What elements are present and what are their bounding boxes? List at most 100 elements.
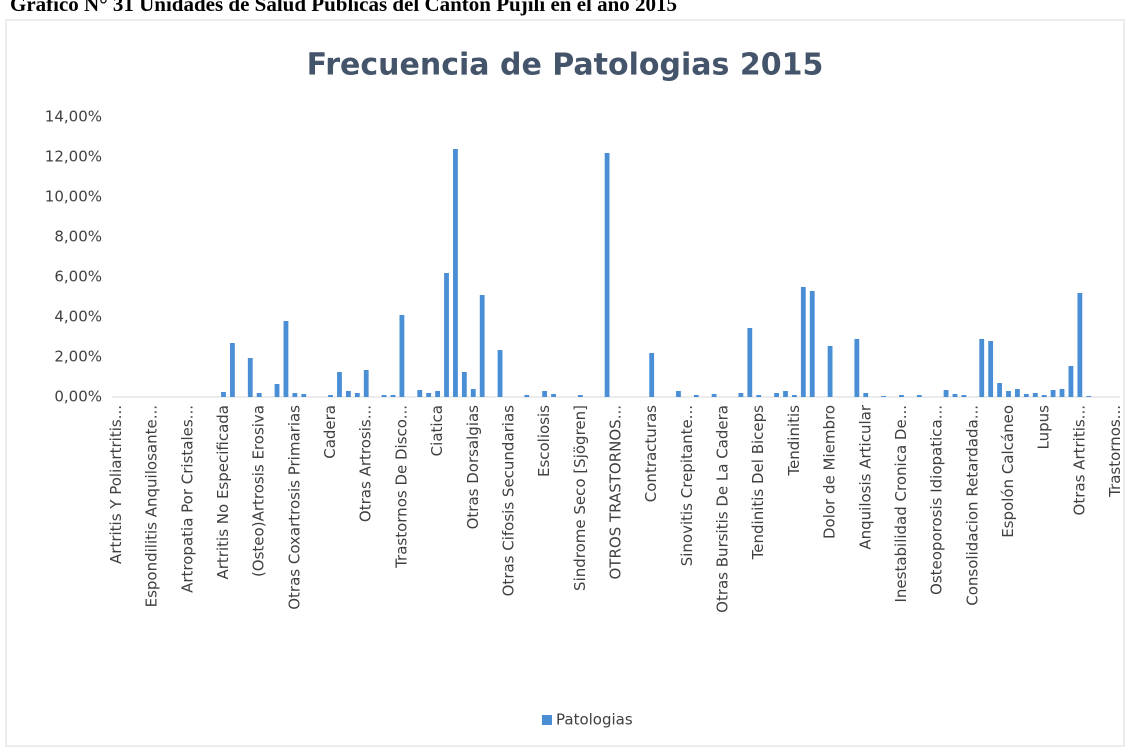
legend-swatch xyxy=(542,715,552,725)
bar xyxy=(1086,396,1092,397)
bar xyxy=(337,372,342,397)
bar xyxy=(221,392,226,397)
bar xyxy=(444,273,449,397)
x-tick-label: Trastornos De Disco... xyxy=(392,405,410,569)
bar xyxy=(479,295,485,397)
x-tick-label: Artropatia Por Cristales... xyxy=(178,405,196,593)
x-tick-label: Otras Bursitis De La Cadera xyxy=(714,405,732,613)
x-tick-label: Consolidacion Retardada... xyxy=(963,405,981,606)
y-tick-label: 10,00% xyxy=(45,188,102,206)
x-tick-label: Tendinitis Del Biceps xyxy=(749,405,767,561)
x-tick-label: Sinovitis Crepitante... xyxy=(678,405,696,566)
bar xyxy=(1032,393,1038,397)
x-tick-label: Otras Dorsalgias xyxy=(464,405,482,530)
bar xyxy=(774,393,779,397)
bar xyxy=(800,287,806,397)
bar xyxy=(426,393,432,397)
bar xyxy=(542,391,548,397)
bar xyxy=(676,391,681,397)
x-tick-label: Inestabilidad Cronica De... xyxy=(892,405,910,603)
bar xyxy=(863,393,869,397)
y-tick-label: 2,00% xyxy=(54,348,102,366)
bar xyxy=(943,390,949,397)
bar xyxy=(693,395,699,397)
x-tick-label: Trastornos... xyxy=(1106,405,1124,498)
bar xyxy=(1059,389,1065,397)
bar xyxy=(399,315,405,397)
bar xyxy=(274,384,280,397)
bar xyxy=(952,394,958,397)
bar xyxy=(649,353,655,397)
bar xyxy=(1023,394,1029,397)
x-tick-label: Otras Artrosis... xyxy=(357,405,375,522)
bar xyxy=(497,350,503,397)
x-tick-label: Otras Artritis... xyxy=(1070,405,1088,515)
y-tick-label: 6,00% xyxy=(54,268,102,286)
bar xyxy=(577,395,583,397)
bar xyxy=(328,395,333,397)
bar xyxy=(827,346,833,397)
bar xyxy=(417,390,423,397)
bar xyxy=(381,395,387,397)
bar xyxy=(292,393,298,397)
bar xyxy=(854,339,860,397)
x-tick-label: Sindrome Seco [Sjögren] xyxy=(571,405,589,591)
x-tick-label: Artritis Y Poliartritis... xyxy=(107,405,125,564)
x-tick-label: Tendinitis xyxy=(785,405,803,477)
bar xyxy=(461,372,467,397)
bar xyxy=(711,394,717,397)
bar xyxy=(1077,293,1083,397)
bar xyxy=(435,391,441,397)
x-tick-label: Dolor de Miembro xyxy=(821,405,839,539)
y-tick-label: 0,00% xyxy=(54,388,102,406)
x-tick-label: (Osteo)Artrosis Erosiva xyxy=(250,405,268,577)
bar xyxy=(1050,390,1056,397)
x-tick-label: Artritis No Especificada xyxy=(214,405,232,580)
bar xyxy=(283,321,289,397)
bar xyxy=(899,395,904,397)
bar xyxy=(247,358,253,397)
bar xyxy=(747,328,753,397)
x-tick-label: OTROS TRASTORNOS... xyxy=(607,405,625,580)
x-tick-label: Cadera xyxy=(321,405,339,459)
bar xyxy=(809,291,815,397)
x-tick-label: Anquilosis Articular xyxy=(856,404,874,549)
chart-title: Frecuencia de Patologias 2015 xyxy=(307,48,824,83)
y-tick-label: 12,00% xyxy=(45,148,102,166)
x-tick-label: Espondilitis Anquilosante... xyxy=(143,405,161,607)
bar xyxy=(1006,391,1011,397)
x-tick-label: Contracturas xyxy=(642,405,660,502)
y-tick-label: 14,00% xyxy=(45,108,102,126)
bar xyxy=(524,395,530,397)
y-tick-label: 4,00% xyxy=(54,308,102,326)
bar xyxy=(363,370,369,397)
bar xyxy=(961,395,967,397)
bar xyxy=(783,391,788,397)
x-tick-label: Otras Cifosis Secundarias xyxy=(499,405,517,597)
x-tick-label: Otras Coxartrosis Primarias xyxy=(285,405,303,610)
bar xyxy=(453,149,458,397)
bar xyxy=(1068,366,1074,397)
x-tick-label: Espolón Calcáneo xyxy=(999,405,1017,538)
bar xyxy=(881,396,887,397)
bar xyxy=(604,153,610,397)
bar xyxy=(256,393,262,397)
bar xyxy=(979,339,985,397)
bar xyxy=(1041,395,1047,397)
bar xyxy=(916,395,922,397)
bar xyxy=(756,395,762,397)
caption: Gráfico N° 31 Unidades de Salud Públicas… xyxy=(10,0,677,16)
bar xyxy=(988,341,994,397)
bar xyxy=(354,393,360,397)
bar xyxy=(1015,389,1020,397)
bar xyxy=(551,394,556,397)
bar xyxy=(470,389,476,397)
x-tick-label: Lupus xyxy=(1035,405,1053,450)
legend-label: Patologias xyxy=(556,711,633,729)
x-tick-label: Ciatica xyxy=(428,405,446,456)
bar xyxy=(301,394,307,397)
bar xyxy=(997,383,1002,397)
bar xyxy=(345,391,351,397)
x-tick-label: Escoliosis xyxy=(535,405,553,477)
